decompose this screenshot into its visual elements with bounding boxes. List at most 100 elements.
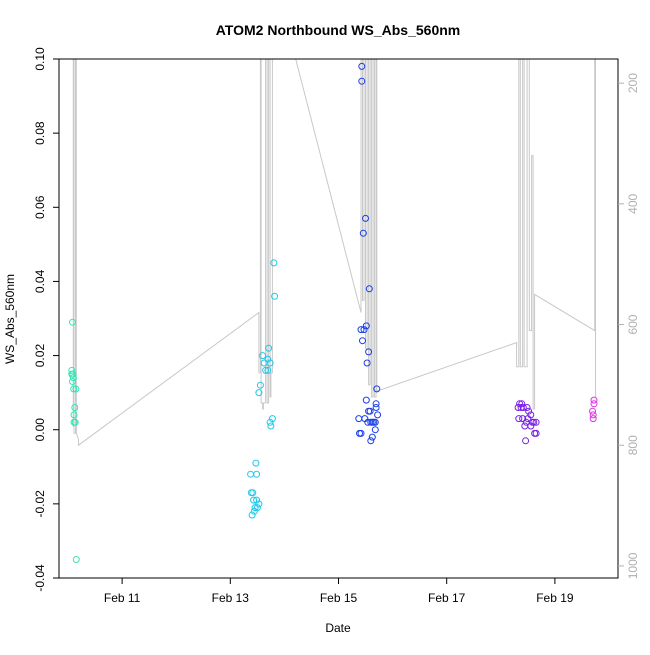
data-point bbox=[249, 489, 257, 497]
data-point bbox=[367, 437, 375, 445]
data-point bbox=[264, 366, 272, 374]
x-axis-label: Date bbox=[325, 621, 351, 635]
data-point bbox=[365, 285, 373, 293]
data-point bbox=[252, 459, 260, 467]
y-tick-label: -0.04 bbox=[33, 564, 47, 592]
y-tick-label: 0.10 bbox=[33, 47, 47, 71]
data-point bbox=[250, 507, 258, 515]
data-point bbox=[372, 400, 380, 408]
data-point bbox=[362, 396, 370, 404]
data-point bbox=[590, 400, 598, 408]
data-point bbox=[372, 404, 380, 411]
data-point bbox=[362, 322, 370, 330]
y-tick-label: 0.06 bbox=[33, 195, 47, 219]
data-point bbox=[255, 500, 263, 508]
data-point bbox=[515, 415, 523, 423]
data-point bbox=[355, 415, 363, 423]
data-point bbox=[359, 229, 367, 237]
data-point bbox=[521, 422, 529, 430]
x-tick-label: Feb 17 bbox=[428, 591, 466, 605]
x-tick-label: Feb 11 bbox=[104, 591, 141, 605]
data-point bbox=[514, 404, 522, 411]
data-point bbox=[259, 352, 267, 360]
data-point bbox=[373, 385, 381, 393]
data-point bbox=[363, 359, 371, 367]
data-point bbox=[360, 326, 368, 334]
y2-tick-label: 800 bbox=[626, 435, 640, 455]
data-point bbox=[358, 77, 366, 85]
data-point bbox=[266, 359, 274, 367]
data-point bbox=[519, 404, 527, 411]
data-point bbox=[589, 407, 596, 415]
y2-tick-label: 200 bbox=[626, 73, 640, 93]
data-point bbox=[357, 429, 365, 437]
data-point bbox=[69, 370, 77, 378]
x-tick-label: Feb 19 bbox=[536, 591, 574, 605]
data-point bbox=[270, 259, 278, 267]
y-tick-label: 0.08 bbox=[33, 121, 47, 145]
data-point bbox=[255, 389, 263, 397]
data-point bbox=[522, 437, 530, 445]
secondary-line bbox=[72, 59, 596, 447]
x-tick-label: Feb 15 bbox=[320, 591, 358, 605]
data-point bbox=[69, 378, 76, 385]
y-axis-label: WS_Abs_560nm bbox=[3, 274, 17, 364]
data-point bbox=[265, 344, 273, 352]
data-point bbox=[250, 496, 258, 504]
data-point bbox=[368, 433, 376, 441]
data-point bbox=[267, 422, 275, 430]
data-point bbox=[268, 415, 276, 423]
data-point bbox=[72, 385, 80, 393]
data-point bbox=[523, 404, 531, 411]
data-point bbox=[251, 504, 259, 512]
data-point bbox=[516, 400, 524, 408]
data-point bbox=[260, 359, 268, 367]
data-point bbox=[69, 318, 76, 326]
data-point bbox=[371, 426, 379, 434]
data-point bbox=[68, 366, 76, 374]
data-point bbox=[524, 415, 532, 423]
data-point bbox=[266, 418, 274, 426]
data-point bbox=[69, 374, 77, 382]
data-point bbox=[264, 355, 272, 363]
data-point bbox=[70, 411, 78, 419]
data-point bbox=[365, 348, 373, 356]
y-tick-label: 0.00 bbox=[33, 418, 47, 442]
points-layer bbox=[68, 62, 598, 563]
data-point bbox=[371, 418, 379, 426]
y2-tick-label: 400 bbox=[626, 194, 640, 214]
data-point bbox=[357, 326, 365, 334]
axes-layer: Feb 11 Feb 13 Feb 15 Feb 17 Feb 19 -0.04 -0.02… bbox=[33, 47, 640, 605]
data-point bbox=[72, 556, 80, 563]
data-point bbox=[256, 381, 264, 389]
data-point bbox=[70, 385, 78, 393]
y-tick-label: 0.02 bbox=[33, 344, 47, 368]
data-point bbox=[248, 511, 256, 519]
data-point bbox=[262, 366, 270, 374]
data-point bbox=[253, 470, 261, 478]
data-point bbox=[359, 337, 366, 345]
data-point bbox=[358, 62, 366, 70]
y2-tick-label: 600 bbox=[626, 314, 640, 334]
data-point bbox=[71, 418, 79, 426]
y-tick-label: -0.02 bbox=[33, 490, 47, 518]
data-point bbox=[589, 411, 597, 419]
data-point bbox=[71, 404, 79, 411]
secondary-series-layer bbox=[72, 59, 596, 447]
data-point bbox=[271, 292, 279, 300]
data-point bbox=[366, 407, 374, 415]
data-point bbox=[589, 415, 597, 423]
data-point bbox=[590, 396, 598, 404]
data-point bbox=[532, 429, 540, 437]
data-point bbox=[253, 496, 261, 504]
data-point bbox=[247, 470, 255, 478]
x-tick-label: Feb 13 bbox=[212, 591, 250, 605]
data-point bbox=[374, 411, 382, 419]
y2-tick-label: 1000 bbox=[626, 552, 640, 579]
data-point bbox=[362, 214, 369, 222]
data-point bbox=[522, 418, 530, 426]
chart-title: ATOM2 Northbound WS_Abs_560nm bbox=[216, 22, 461, 38]
y-tick-label: 0.04 bbox=[33, 269, 47, 293]
